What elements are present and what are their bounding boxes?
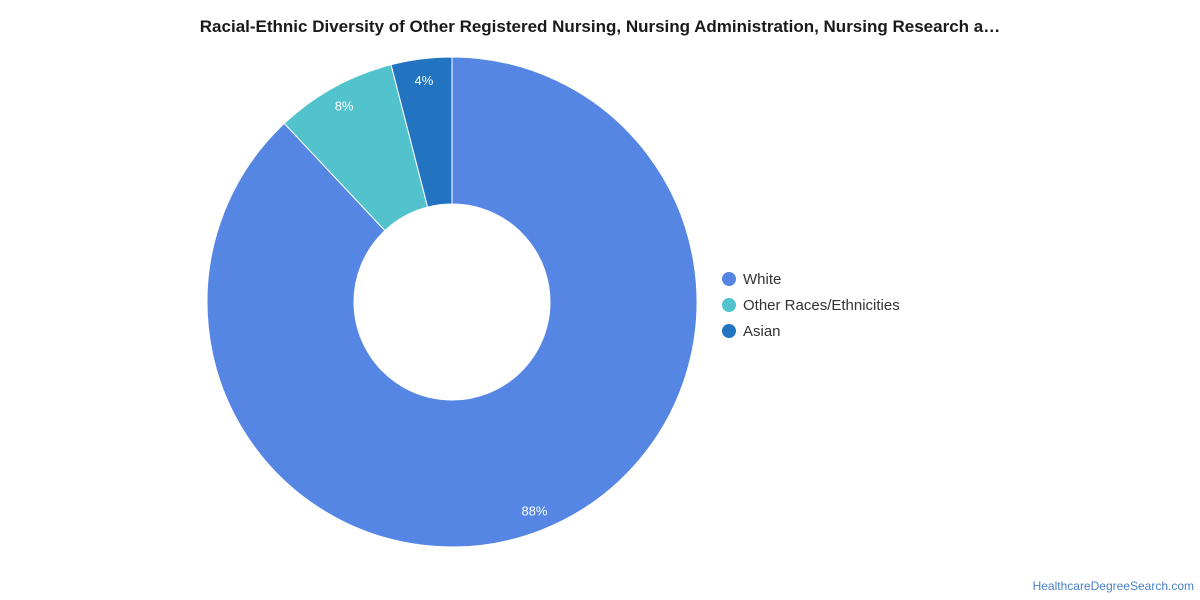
legend-label-other-races: Other Races/Ethnicities — [743, 296, 900, 314]
legend-label-white: White — [743, 270, 782, 288]
chart-title: Racial-Ethnic Diversity of Other Registe… — [199, 17, 1001, 36]
slice-label-other-races-ethnicities: 8% — [335, 99, 354, 114]
source-link[interactable]: HealthcareDegreeSearch.com — [1032, 579, 1194, 593]
legend-swatch-other-races — [722, 298, 736, 312]
legend-label-asian: Asian — [743, 322, 781, 340]
donut-slice-white[interactable] — [206, 56, 698, 548]
legend-item-white[interactable]: White — [722, 266, 900, 292]
slice-label-asian: 4% — [415, 73, 434, 88]
legend-swatch-asian — [722, 324, 736, 338]
slice-label-white: 88% — [521, 503, 547, 518]
legend-item-asian[interactable]: Asian — [722, 318, 900, 344]
legend-swatch-white — [722, 272, 736, 286]
legend-item-other-races[interactable]: Other Races/Ethnicities — [722, 292, 900, 318]
legend: White Other Races/Ethnicities Asian — [722, 266, 900, 344]
donut-slice-asian[interactable] — [390, 56, 453, 208]
